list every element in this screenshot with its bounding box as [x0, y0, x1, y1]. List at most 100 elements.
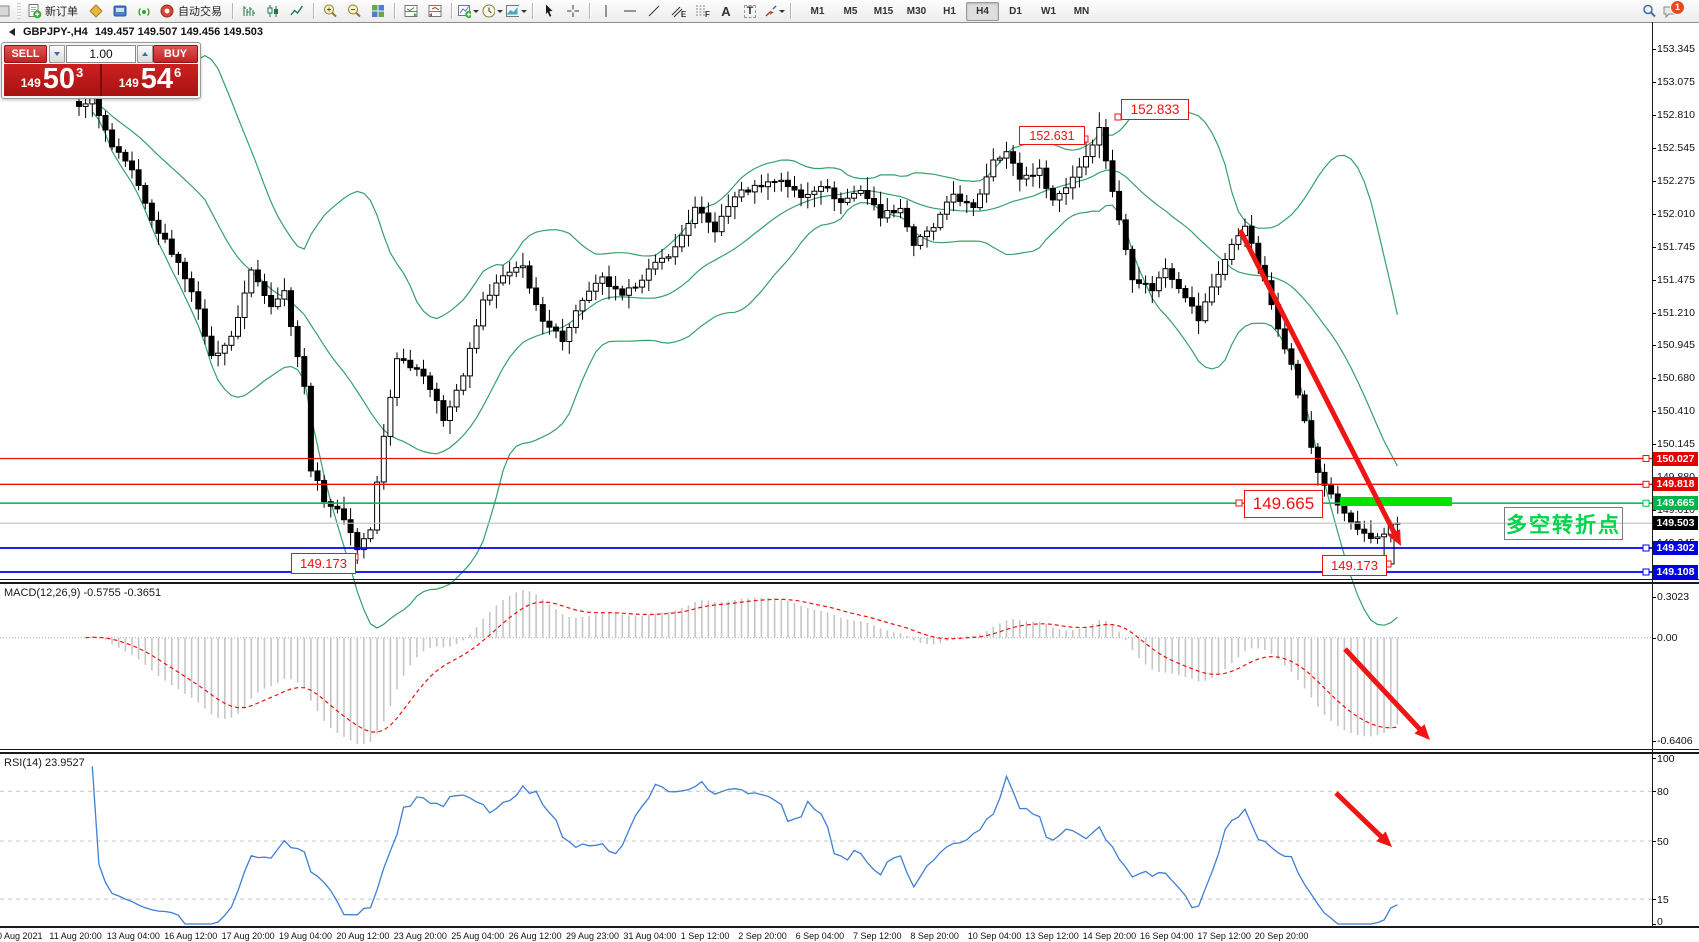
timeframe-h1[interactable]: H1 — [943, 5, 956, 17]
time-axis-label: 25 Aug 04:00 — [451, 931, 505, 941]
time-axis-label: 31 Aug 04:00 — [623, 931, 677, 941]
time-axis-label: 7 Sep 12:00 — [853, 931, 902, 941]
chevron-down-icon — [521, 10, 527, 16]
line-chart-button[interactable] — [285, 1, 309, 22]
time-axis-label: 10 Aug 2021 — [0, 931, 43, 941]
vertical-line-button[interactable] — [594, 1, 618, 22]
price-callout: 149.665 — [1244, 490, 1323, 518]
price-level-tag: 149.302 — [1653, 541, 1698, 555]
text-button[interactable]: A — [714, 1, 738, 22]
macd-scale-tick — [1652, 741, 1656, 742]
macd-scale-tick — [1652, 637, 1656, 639]
symbol-period-label: GBPJPY-,H4 — [23, 26, 88, 38]
price-scale-label: 152.810 — [1657, 109, 1695, 121]
price-level-tag: 150.027 — [1653, 451, 1698, 466]
add-indicator-dropdown[interactable] — [456, 1, 480, 22]
tile-windows-button[interactable] — [366, 1, 390, 22]
macd-rsi-separator2[interactable] — [0, 752, 1699, 754]
rsi-scale-tick — [1652, 841, 1656, 842]
time-axis-label: 23 Aug 20:00 — [393, 931, 447, 941]
indicator-window-button[interactable] — [399, 1, 423, 22]
price-scale-label: 150.680 — [1657, 371, 1695, 384]
chevron-down-icon — [779, 10, 785, 16]
channel-letter: E — [680, 10, 687, 19]
volume-value: 1.00 — [89, 47, 113, 61]
rsi-scale-label: 15 — [1657, 894, 1669, 907]
candlestick-chart-button[interactable] — [261, 1, 285, 22]
autotrading-icon — [160, 4, 174, 18]
sell-button[interactable]: SELL — [4, 45, 47, 63]
horizontal-line-button[interactable] — [618, 1, 642, 22]
sell-price-display[interactable]: 149 50 3 — [4, 64, 102, 96]
price-scale-tick — [1652, 444, 1656, 445]
cursor-button[interactable] — [537, 1, 561, 22]
market-watch-icon[interactable] — [84, 1, 108, 22]
timeframe-m5[interactable]: M5 — [843, 5, 858, 17]
timeframe-m15[interactable]: M15 — [873, 5, 894, 17]
annotation-note[interactable]: 多空转折点 — [1504, 507, 1623, 540]
channel-button[interactable]: E — [666, 1, 690, 22]
macd-scale-label: 0.3023 — [1657, 591, 1690, 603]
volume-increase-button[interactable] — [137, 45, 153, 63]
bar-chart-button[interactable] — [237, 1, 261, 22]
fibonacci-letter: F — [705, 10, 710, 19]
notifications-icon[interactable]: 1 — [1661, 0, 1693, 22]
price-scale-tick — [1652, 181, 1656, 183]
label-letter: T — [743, 4, 757, 18]
price-scale-tick — [1652, 377, 1656, 379]
time-axis-label: 10 Sep 04:00 — [967, 931, 1022, 941]
fibonacci-button[interactable]: F — [690, 1, 714, 22]
search-icon[interactable] — [1637, 1, 1661, 22]
buy-price-sup: 6 — [174, 65, 182, 80]
signals-icon[interactable] — [132, 1, 156, 22]
autotrading-label: 自动交易 — [178, 6, 222, 18]
timeframe-mn[interactable]: MN — [1073, 5, 1090, 17]
price-callout: 149.173 — [1322, 555, 1387, 576]
template-dropdown[interactable] — [504, 1, 528, 22]
time-axis-separator — [0, 926, 1699, 928]
time-axis-label: 20 Aug 12:00 — [336, 931, 390, 941]
sell-price-sup: 3 — [76, 65, 84, 80]
chart-macd-separator[interactable] — [0, 579, 1699, 580]
timeframe-h4[interactable]: H4 — [966, 1, 999, 21]
timeframe-w1[interactable]: W1 — [1041, 5, 1056, 17]
clipped-left-icon[interactable] — [0, 1, 15, 22]
price-scale-tick — [1652, 345, 1656, 347]
text-label-button[interactable]: T — [738, 1, 762, 22]
shapes-dropdown[interactable] — [762, 1, 786, 22]
timeframe-m30[interactable]: M30 — [906, 5, 927, 17]
time-axis-label: 14 Sep 20:00 — [1082, 931, 1137, 941]
indicator-window-alt-button[interactable] — [423, 1, 447, 22]
one-click-trading-panel: SELL 1.00 BUY 149 50 3 149 54 6 — [1, 42, 201, 99]
zoom-out-button[interactable] — [342, 1, 366, 22]
rsi-scale-tick — [1652, 758, 1656, 759]
buy-button[interactable]: BUY — [153, 45, 198, 63]
crosshair-button[interactable] — [561, 1, 585, 22]
timeframe-bar: M1 M5 M15 M30 H1 H4 D1 W1 MN — [801, 1, 1098, 21]
chart-macd-separator2[interactable] — [0, 582, 1699, 584]
volume-decrease-button[interactable] — [49, 45, 65, 63]
timeframe-m1[interactable]: M1 — [810, 5, 825, 17]
new-order-label: 新订单 — [45, 6, 78, 18]
price-level-tag: 149.108 — [1653, 565, 1698, 579]
sell-label: SELL — [11, 48, 40, 60]
buy-price-display[interactable]: 149 54 6 — [102, 64, 198, 96]
zoom-in-button[interactable] — [318, 1, 342, 22]
price-scale-tick — [1652, 213, 1656, 215]
text-letter: A — [721, 3, 731, 19]
autotrading-button[interactable]: 自动交易 — [156, 1, 228, 22]
rsi-scale-label: 50 — [1657, 836, 1669, 848]
price-scale-label: 150.945 — [1657, 339, 1695, 352]
price-scale-tick — [1652, 115, 1656, 116]
new-order-button[interactable]: 新订单 — [23, 1, 84, 22]
timeframe-d1[interactable]: D1 — [1009, 5, 1022, 17]
terminal-icon[interactable] — [108, 1, 132, 22]
trendline-button[interactable] — [642, 1, 666, 22]
period-dropdown[interactable] — [480, 1, 504, 22]
macd-rsi-separator[interactable] — [0, 749, 1699, 750]
price-scale-label: 151.475 — [1657, 273, 1695, 286]
price-scale-label: 152.010 — [1657, 207, 1695, 220]
volume-input[interactable]: 1.00 — [66, 45, 136, 63]
